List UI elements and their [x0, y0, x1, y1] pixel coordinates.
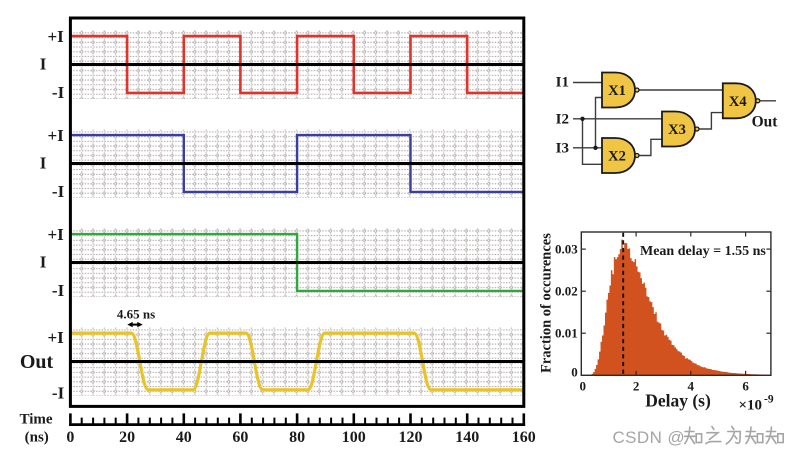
svg-text:I: I [40, 154, 47, 173]
svg-text:20: 20 [119, 429, 135, 446]
svg-text:0: 0 [66, 429, 74, 446]
svg-text:I1: I1 [556, 75, 569, 91]
svg-text:+I: +I [47, 27, 64, 46]
svg-text:6: 6 [742, 379, 749, 394]
svg-text:60: 60 [232, 429, 248, 446]
svg-text:Delay (s): Delay (s) [645, 391, 711, 411]
svg-text:4: 4 [688, 379, 695, 394]
svg-text:CSDN @: CSDN @ [613, 429, 686, 448]
svg-text:X3: X3 [668, 122, 686, 138]
svg-text:Time: Time [19, 412, 52, 428]
svg-text:140: 140 [455, 429, 479, 446]
svg-text:-I: -I [52, 83, 65, 102]
svg-text:0.02: 0.02 [555, 283, 578, 298]
svg-text:+I: +I [47, 126, 64, 145]
svg-text:I2: I2 [556, 111, 569, 127]
svg-text:Out: Out [20, 351, 54, 373]
svg-text:100: 100 [342, 429, 366, 446]
svg-text:CSDN @: CSDN @ [613, 428, 686, 447]
svg-text:I: I [40, 253, 47, 272]
svg-text:120: 120 [399, 429, 423, 446]
svg-text:X1: X1 [608, 83, 626, 99]
svg-text:(ns): (ns) [25, 430, 49, 446]
svg-text:0: 0 [580, 379, 587, 394]
svg-text:Fraction of occurences: Fraction of occurences [539, 233, 555, 373]
svg-text:4.65 ns: 4.65 ns [117, 307, 155, 322]
svg-text:Mean delay = 1.55 ns: Mean delay = 1.55 ns [640, 244, 766, 259]
svg-text:-I: -I [52, 182, 65, 201]
svg-text:2: 2 [633, 379, 640, 394]
svg-text:X2: X2 [608, 149, 626, 165]
svg-text:0.01: 0.01 [555, 325, 578, 340]
svg-text:I: I [40, 55, 47, 74]
svg-text:-9: -9 [764, 394, 774, 406]
svg-text:80: 80 [289, 429, 305, 446]
svg-text:-I: -I [52, 383, 65, 402]
svg-text:160: 160 [512, 429, 536, 446]
svg-text:-I: -I [52, 281, 65, 300]
svg-text:40: 40 [176, 429, 192, 446]
svg-text:I3: I3 [556, 141, 569, 157]
svg-text:0: 0 [571, 365, 578, 380]
svg-text:Out: Out [752, 114, 779, 131]
svg-text:+I: +I [47, 225, 64, 244]
svg-text:0.03: 0.03 [555, 241, 578, 256]
svg-text:+I: +I [47, 328, 64, 347]
svg-text:X4: X4 [729, 94, 747, 110]
svg-text:×10: ×10 [739, 398, 763, 414]
